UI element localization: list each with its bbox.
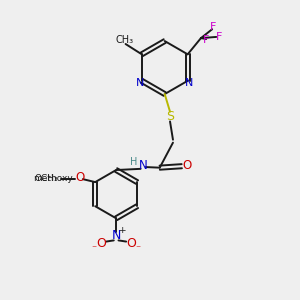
Text: N: N	[185, 78, 193, 88]
Text: N: N	[136, 78, 145, 88]
Text: OCH₃: OCH₃	[35, 174, 58, 183]
Text: F: F	[203, 34, 209, 45]
Text: CH₃: CH₃	[115, 34, 133, 45]
Text: O: O	[75, 172, 85, 184]
Text: N: N	[112, 229, 121, 242]
Text: H: H	[130, 157, 138, 167]
Text: ⁻: ⁻	[135, 244, 140, 254]
Text: S: S	[166, 110, 174, 123]
Text: O: O	[96, 237, 106, 250]
Text: ⁻: ⁻	[92, 244, 97, 254]
Text: +: +	[118, 226, 125, 236]
Text: O: O	[182, 159, 192, 172]
Text: O: O	[127, 237, 136, 250]
Text: F: F	[210, 22, 217, 32]
Text: methoxy: methoxy	[34, 174, 73, 183]
Text: N: N	[139, 159, 147, 172]
Text: F: F	[216, 32, 222, 42]
